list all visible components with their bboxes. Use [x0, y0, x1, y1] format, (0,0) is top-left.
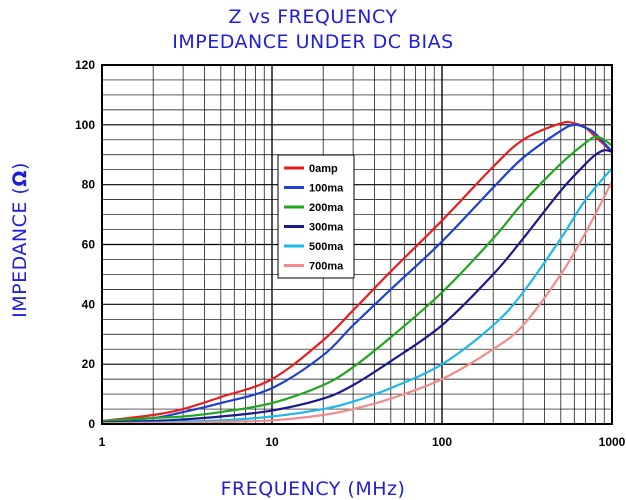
grid-lines — [101, 64, 613, 425]
y-tick-label: 120 — [75, 58, 95, 72]
y-tick-label: 80 — [82, 178, 96, 192]
legend-label-0amp: 0amp — [309, 163, 338, 175]
series-line-100ma — [101, 123, 613, 423]
series-line-0amp — [101, 120, 613, 423]
y-tick-label: 20 — [82, 357, 96, 371]
y-tick-label: 100 — [75, 118, 95, 132]
legend-label-700ma: 700ma — [309, 261, 344, 273]
x-tick-label: 100 — [432, 435, 452, 449]
chart-subtitle: IMPEDANCE UNDER DC BIAS — [172, 31, 454, 53]
legend-box — [277, 154, 355, 279]
legend: 0amp 100ma 200ma 300ma 500ma 700ma — [277, 154, 355, 279]
series-line-700ma — [101, 181, 613, 425]
plot-frame — [101, 64, 613, 425]
series-line-300ma — [101, 149, 613, 424]
series-lines — [101, 120, 613, 425]
x-tick-label: 1 — [99, 435, 106, 449]
legend-label-500ma: 500ma — [309, 241, 344, 253]
series-line-500ma — [101, 167, 613, 425]
y-tick-label: 40 — [82, 297, 96, 311]
x-axis-label: FREQUENCY (MHz) — [220, 478, 406, 500]
legend-label-300ma: 300ma — [309, 222, 344, 234]
series-line-200ma — [101, 135, 613, 423]
x-tick-label: 10 — [265, 435, 279, 449]
y-tick-label: 0 — [88, 417, 95, 431]
chart-title: Z vs FREQUENCY — [228, 6, 398, 28]
legend-label-100ma: 100ma — [309, 183, 344, 195]
y-tick-label: 60 — [82, 238, 96, 252]
legend-label-200ma: 200ma — [309, 202, 344, 214]
tick-labels: 1 10 100 1000 0 20 40 60 80 100 120 — [75, 58, 626, 449]
x-tick-label: 1000 — [599, 435, 626, 449]
